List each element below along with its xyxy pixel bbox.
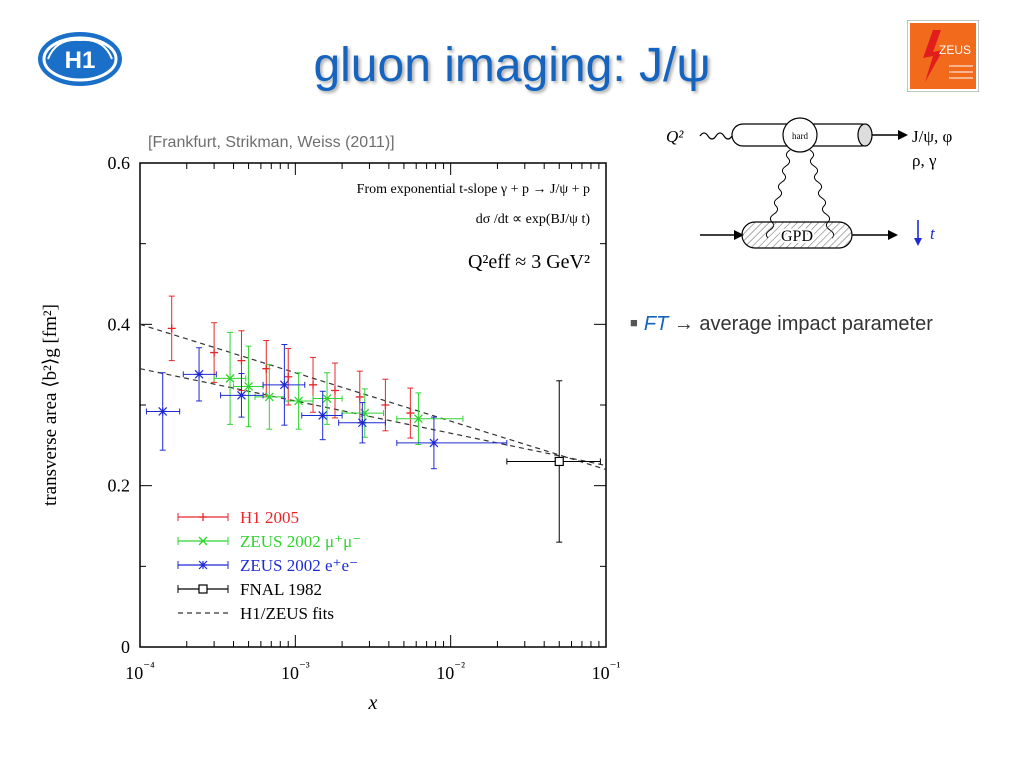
- legend-label: H1/ZEUS fits: [240, 604, 334, 623]
- data-point: [413, 414, 423, 424]
- data-point: [237, 356, 246, 365]
- t-label: t: [930, 224, 936, 243]
- annotation-qeff: Q²eff ≈ 3 GeV²: [468, 251, 590, 273]
- data-point: [309, 380, 318, 389]
- bullet-marker: ■: [630, 315, 638, 330]
- data-point: [225, 373, 235, 383]
- diagram-final-state-2: ρ, γ: [912, 151, 937, 170]
- data-point: [330, 386, 339, 395]
- x-tick-label: 10⁻²: [436, 659, 465, 683]
- data-point: [244, 381, 254, 391]
- data-point: [406, 409, 415, 418]
- citation: [Frankfurt, Strikman, Weiss (2011)]: [148, 134, 395, 151]
- upper-tube-end: [857, 123, 873, 147]
- diagram-final-state-1: J/ψ, φ: [912, 127, 952, 146]
- data-point: [167, 324, 176, 333]
- y-tick-label: 0: [121, 637, 130, 657]
- data-point: [198, 560, 208, 570]
- data-point: [237, 390, 246, 400]
- zeus-logo: ZEUS: [907, 20, 979, 92]
- data-point: [210, 348, 219, 357]
- data-point: [355, 392, 364, 401]
- fit-line: [139, 323, 607, 471]
- photon-wavy-line: [699, 132, 733, 140]
- hard-vertex-label: hard: [792, 131, 808, 141]
- diagram-q2-label: Q²: [666, 127, 684, 146]
- y-tick-label: 0.2: [108, 476, 131, 496]
- x-tick-label: 10⁻⁴: [125, 659, 155, 683]
- data-point: [199, 513, 207, 521]
- annotation-dsigma: dσ /dt ∝ exp(BJ/ψ t): [476, 212, 591, 227]
- legend-label: ZEUS 2002 e⁺e⁻: [240, 556, 358, 575]
- data-point: [554, 456, 564, 467]
- data-point: [198, 536, 208, 546]
- plot-frame: [139, 162, 607, 648]
- data-point: [194, 369, 204, 379]
- proton-in-arrowhead: [734, 230, 744, 240]
- y-axis-label: transverse area ⟨b²⟩g [fm²]: [40, 304, 61, 506]
- zeus-logo-text: ZEUS: [939, 43, 971, 57]
- legend-label: H1 2005: [240, 508, 299, 527]
- transverse-area-chart: 10⁻⁴ 10⁻³ 10⁻² 10⁻¹ 0 0.2 0.4 0.6 x transverse ar…: [40, 153, 621, 714]
- bullet-text: average impact parameter: [699, 313, 933, 335]
- y-tick-label: 0.6: [108, 153, 131, 173]
- jpsi-diagram: Q² hard GPD J/ψ, φ ρ, γ t: [666, 117, 952, 249]
- data-point: [279, 380, 289, 390]
- bullet-arrow: →: [673, 313, 694, 335]
- legend-label: FNAL 1982: [240, 580, 322, 599]
- data-point: [284, 372, 293, 381]
- gpd-label: GPD: [781, 228, 813, 245]
- page-title: gluon imaging: J/ψ: [313, 39, 711, 92]
- annotation-slope: From exponential t-slope γ + p → J/ψ + p: [357, 182, 590, 197]
- h1-logo: H1: [38, 32, 122, 86]
- h1-logo-text: H1: [65, 47, 96, 74]
- data-point: [381, 401, 390, 409]
- data-point: [158, 407, 168, 416]
- t-arrowhead: [914, 238, 922, 246]
- data-point: [429, 438, 439, 448]
- data-point: [264, 392, 274, 402]
- bullet-ft: FT: [643, 313, 669, 335]
- fit-line: [139, 368, 607, 467]
- legend-label: ZEUS 2002 μ⁺μ⁻: [240, 532, 361, 551]
- hard-vertex: [782, 117, 818, 153]
- bullet-point: ■ FT → average impact parameter: [630, 313, 933, 336]
- x-axis-label: x: [368, 692, 378, 714]
- data-point: [318, 411, 328, 420]
- x-tick-label: 10⁻¹: [592, 659, 621, 683]
- data-point: [294, 396, 304, 406]
- upper-out-arrowhead: [898, 130, 908, 140]
- x-tick-label: 10⁻³: [281, 659, 310, 683]
- y-tick-label: 0.4: [108, 314, 131, 334]
- data-point: [322, 394, 332, 404]
- proton-out-arrowhead: [888, 230, 898, 240]
- data-point: [198, 584, 208, 594]
- data-point: [357, 418, 367, 428]
